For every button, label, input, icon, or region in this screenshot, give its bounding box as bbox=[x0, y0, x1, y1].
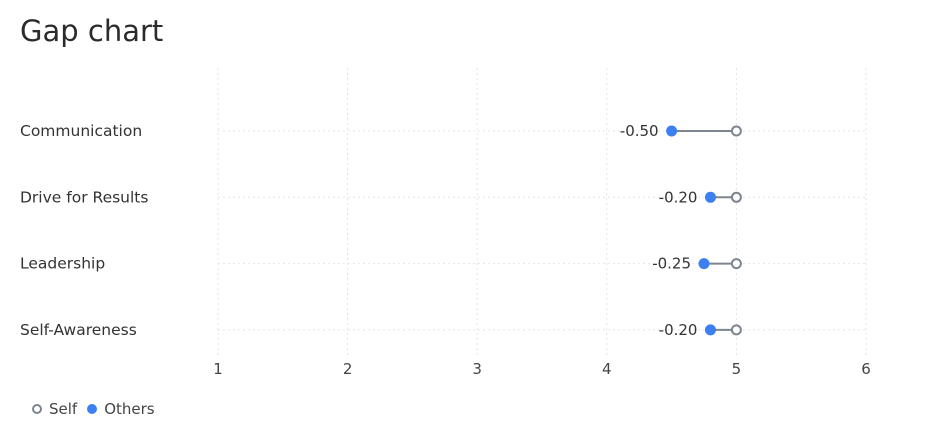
legend-label: Others bbox=[104, 400, 155, 418]
chart-title: Gap chart bbox=[20, 14, 164, 48]
self-point bbox=[730, 324, 742, 336]
legend-label: Self bbox=[49, 400, 78, 418]
gap-label: -0.20 bbox=[659, 321, 698, 339]
x-tick-label: 1 bbox=[213, 360, 223, 378]
filled-circle-icon bbox=[87, 404, 98, 414]
gap-label: -0.50 bbox=[620, 122, 659, 140]
legend-item-others[interactable]: Others bbox=[87, 400, 155, 418]
legend: Self Others bbox=[32, 400, 165, 418]
others-point bbox=[704, 324, 716, 336]
category-label: Self-Awareness bbox=[20, 321, 137, 339]
hollow-circle-icon bbox=[32, 404, 42, 414]
self-point bbox=[730, 125, 742, 137]
others-point bbox=[704, 191, 716, 203]
x-tick-label: 3 bbox=[472, 360, 482, 378]
others-point bbox=[698, 258, 710, 270]
category-label: Communication bbox=[20, 122, 142, 140]
x-tick-label: 2 bbox=[343, 360, 353, 378]
self-point bbox=[730, 191, 742, 203]
category-label: Leadership bbox=[20, 255, 105, 273]
legend-item-self[interactable]: Self bbox=[32, 400, 77, 418]
gap-label: -0.20 bbox=[659, 188, 698, 206]
gap-label: -0.25 bbox=[652, 255, 691, 273]
others-point bbox=[666, 125, 678, 137]
x-tick-label: 4 bbox=[602, 360, 612, 378]
x-tick-label: 6 bbox=[861, 360, 871, 378]
category-label: Drive for Results bbox=[20, 188, 148, 206]
self-point bbox=[730, 258, 742, 270]
x-tick-label: 5 bbox=[732, 360, 742, 378]
